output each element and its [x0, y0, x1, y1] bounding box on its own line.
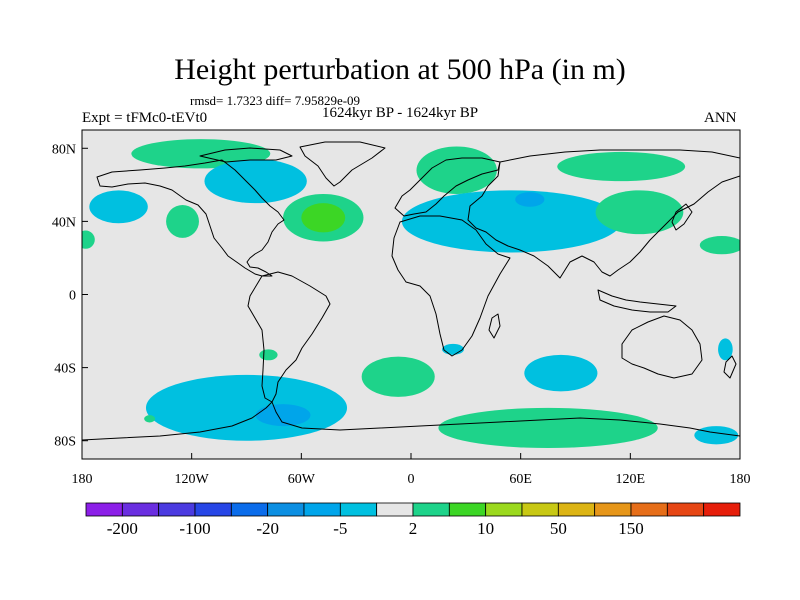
colorbar: -200 -100 -20 -5 2 10 50 150: [85, 502, 741, 538]
x-tick-label: 0: [408, 472, 415, 487]
y-tick-label: 0: [69, 289, 76, 304]
x-tick-label: 180: [730, 472, 751, 487]
colorbar-box: [267, 502, 305, 517]
anomaly-eurasia-negative: [401, 190, 622, 253]
colorbar-label: -200: [107, 519, 138, 538]
anomaly-southern-ocean-positive: [438, 407, 658, 449]
coastline-new-zealand: [723, 355, 737, 379]
y-tick-label: 80N: [52, 142, 76, 157]
anomaly-shading: [82, 139, 740, 449]
season-label: ANN: [704, 110, 737, 126]
colorbar-label: -5: [333, 519, 347, 538]
x-tick-label: 120W: [175, 472, 210, 487]
colorbar-box: [703, 502, 741, 517]
anomaly-tasman-negative: [718, 338, 733, 361]
colorbar-box: [666, 502, 705, 517]
x-axis: 180 120W 60W 0 60E 120E 180: [72, 453, 751, 487]
coastline-australia: [621, 315, 703, 379]
colorbar-label: -100: [179, 519, 210, 538]
anomaly-north-pacific-negative: [89, 190, 148, 224]
colorbar-box: [521, 502, 559, 517]
anomaly-dateline-positive: [82, 230, 95, 249]
coastline-arctic-islands: [199, 147, 293, 163]
coastline-japan: [671, 203, 693, 231]
colorbar-box: [376, 502, 414, 517]
coastline-europe: [394, 157, 501, 217]
colorbar-box: [85, 502, 123, 517]
coastline-south-america: [247, 271, 331, 403]
colorbar-label: 150: [618, 519, 644, 538]
colorbar-box: [630, 502, 668, 517]
plot-title: Height perturbation at 500 hPa (in m): [174, 53, 626, 86]
colorbar-box: [339, 502, 378, 517]
stats-line: rmsd= 1.7323 diff= 7.95829e-09: [190, 93, 361, 108]
x-tick-label: 60W: [288, 472, 316, 487]
coastline-north-america: [96, 159, 285, 277]
colorbar-label: 2: [409, 519, 418, 538]
coastline-madagascar: [488, 313, 501, 339]
anomaly-south-pacific-small-positive: [144, 415, 156, 423]
colorbar-box: [194, 502, 232, 517]
colorbar-label: 10: [477, 519, 494, 538]
anomaly-south-atlantic-positive: [361, 356, 435, 397]
colorbar-box: [485, 502, 523, 517]
coastlines: [82, 141, 740, 441]
coastline-maritime-continent: [597, 289, 677, 313]
anomaly-siberia-positive: [557, 151, 686, 182]
anomaly-southern-indian-negative: [524, 354, 598, 392]
y-axis: 80N 40N 0 40S 80S: [52, 142, 88, 450]
colorbar-box: [158, 502, 196, 517]
colorbar-box: [594, 502, 632, 517]
experiment-label: Expt = tFMc0-tEVt0: [82, 110, 208, 126]
anomaly-scandinavia-positive: [416, 146, 497, 194]
colorbar-box: [121, 502, 160, 517]
period-label: 1624kyr BP - 1624kyr BP: [322, 105, 479, 121]
anomaly-north-america-negative: [204, 159, 307, 204]
anomaly-south-pacific-negative: [145, 374, 348, 441]
anomaly-drake-passage-core: [255, 404, 311, 427]
anomaly-peru-positive: [259, 349, 278, 361]
anomaly-western-us-positive: [166, 204, 199, 238]
colorbar-label: -20: [256, 519, 279, 538]
coastline-greenland: [299, 141, 386, 187]
anomaly-south-atlantic-negative: [442, 343, 465, 355]
coastline-antarctica: [82, 401, 740, 441]
colorbar-box: [557, 502, 596, 517]
y-tick-label: 40S: [54, 362, 76, 377]
y-tick-label: 40N: [52, 215, 76, 230]
y-tick-label: 80S: [54, 435, 76, 450]
coastline-africa: [391, 215, 511, 357]
colorbar-box: [303, 502, 341, 517]
anomaly-north-atlantic-core: [301, 203, 346, 233]
anomaly-east-asia-positive: [595, 190, 684, 235]
anomaly-west-pacific-positive: [699, 236, 740, 255]
colorbar-label: 50: [550, 519, 567, 538]
colorbar-box: [448, 502, 487, 517]
x-tick-label: 180: [72, 472, 93, 487]
colorbar-box: [412, 502, 450, 517]
colorbar-box: [230, 502, 269, 517]
x-tick-label: 120E: [616, 472, 646, 487]
anomaly-central-asia-core: [515, 192, 545, 207]
coastline-asia: [467, 149, 740, 279]
x-tick-label: 60E: [509, 472, 532, 487]
